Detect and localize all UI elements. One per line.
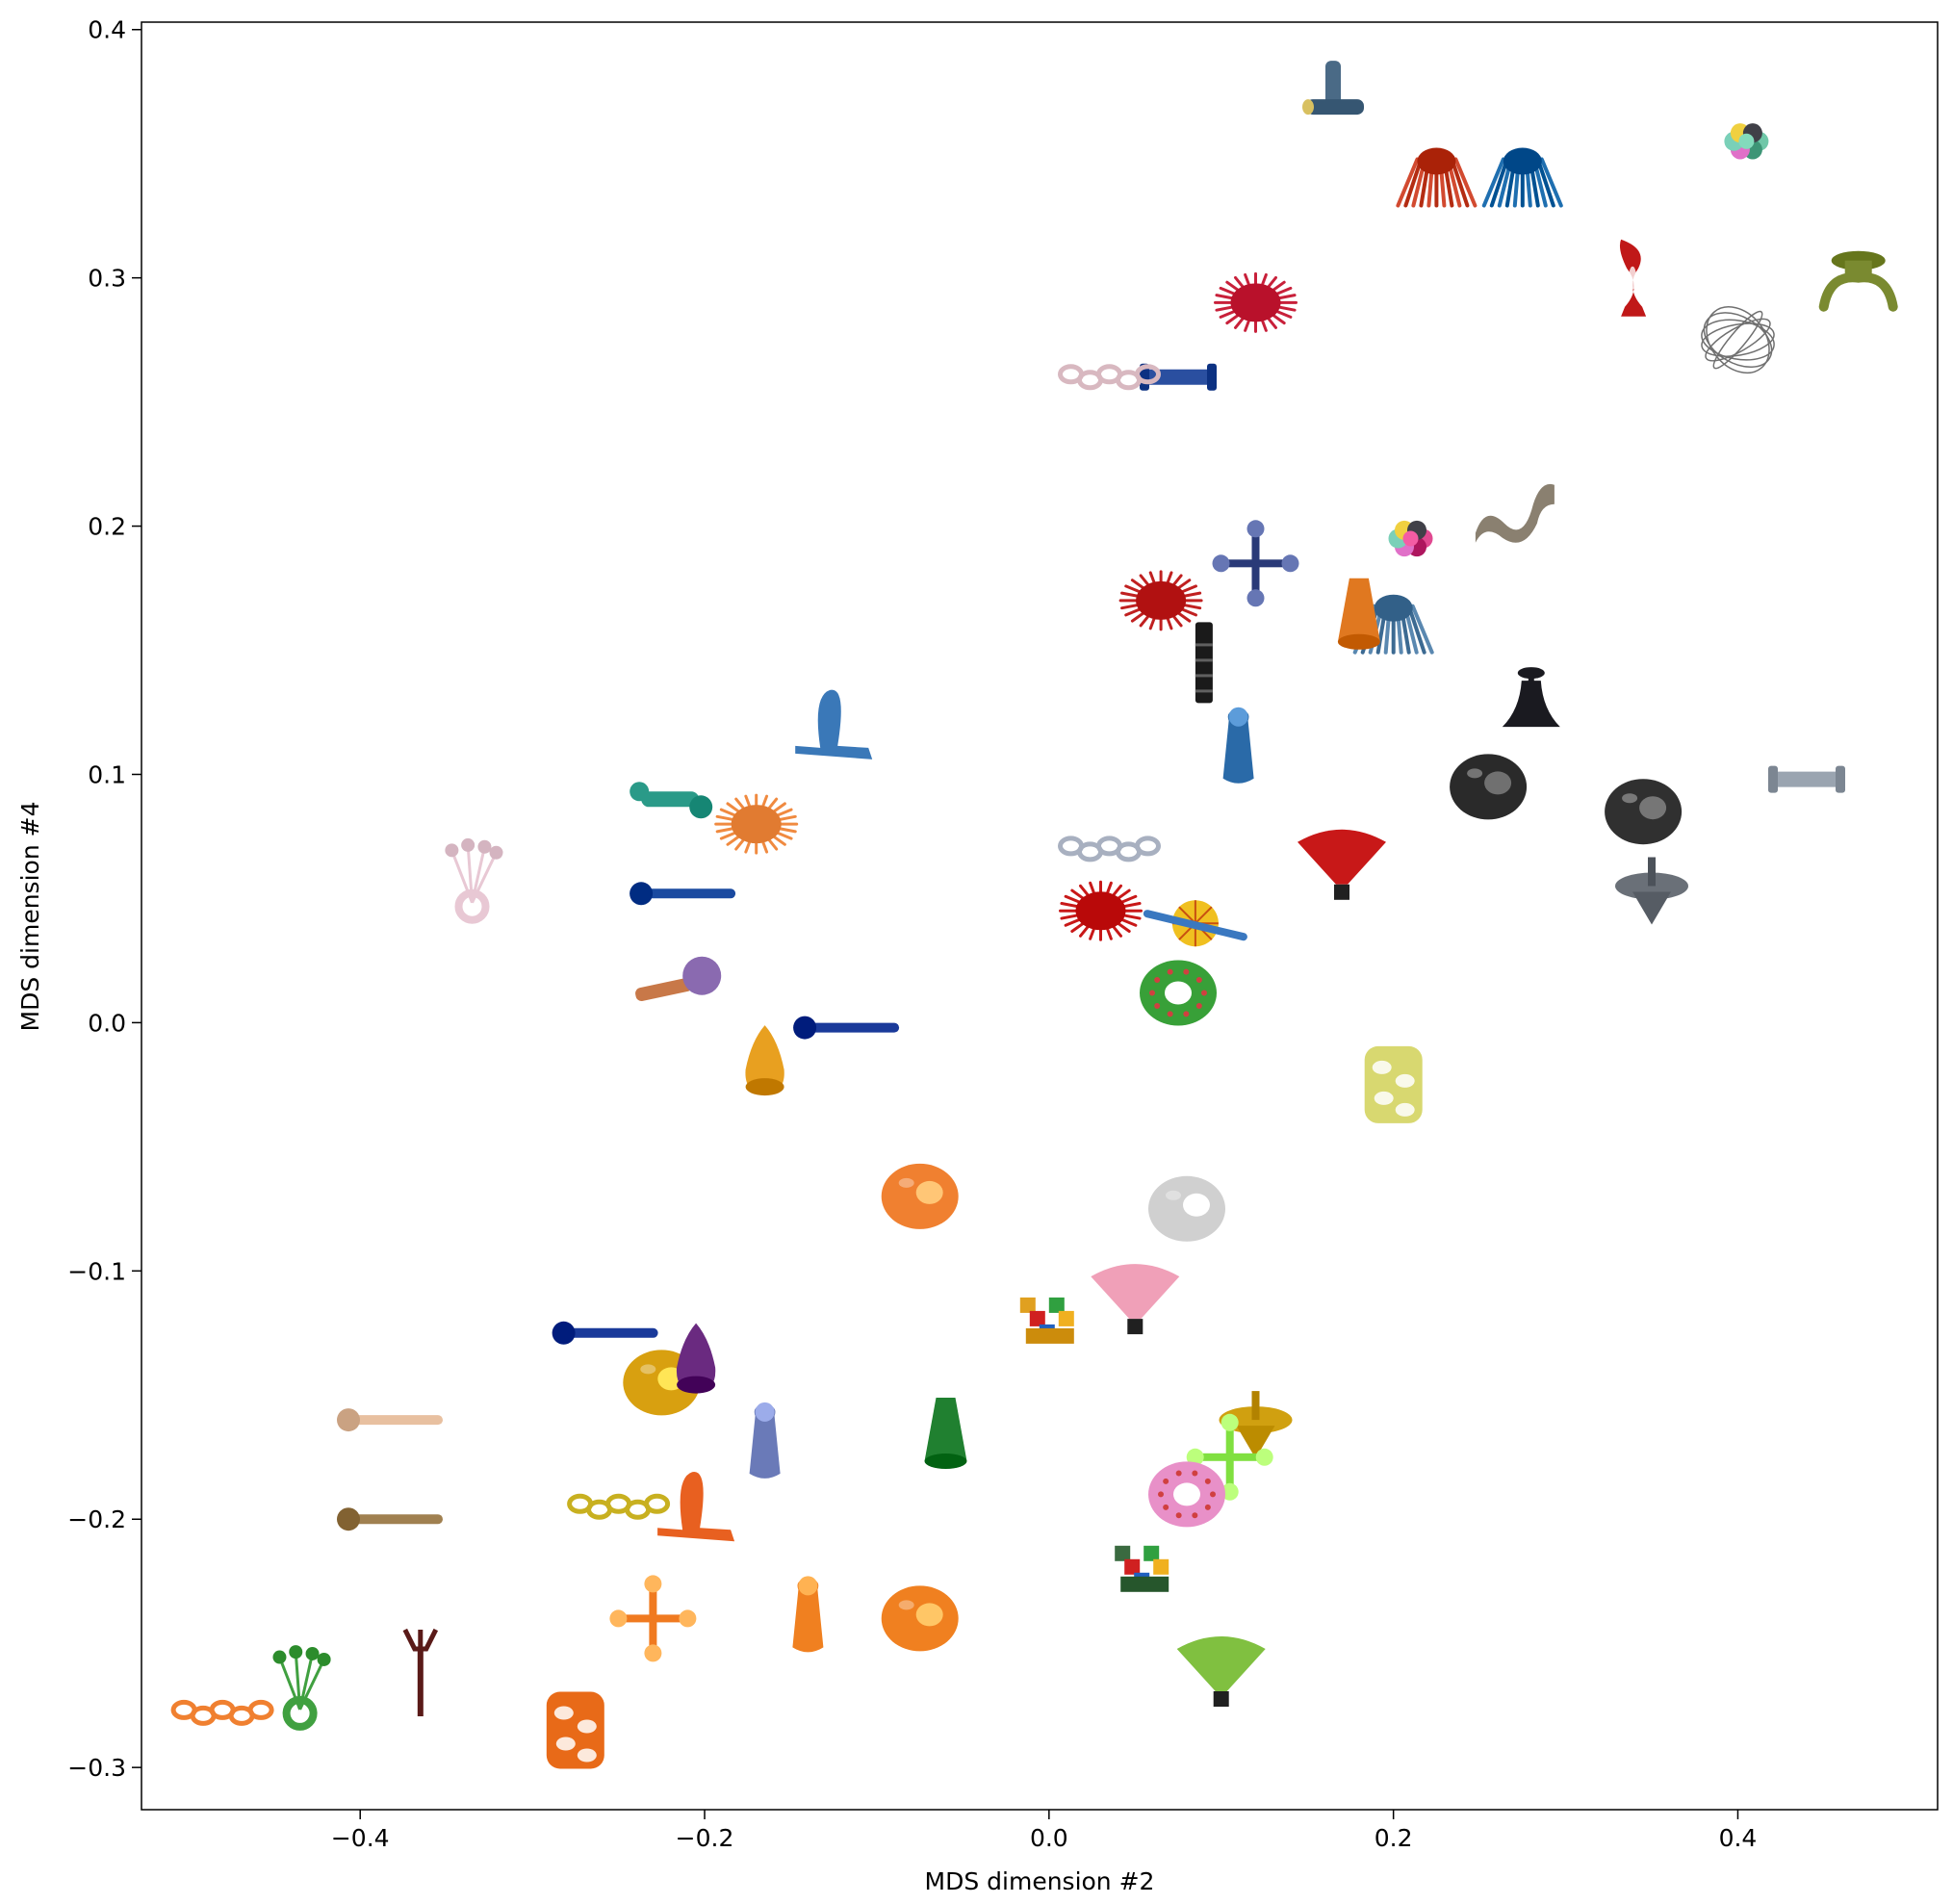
x-tick-label: 0.4 (1719, 1824, 1758, 1852)
plot-area (141, 22, 1938, 1810)
data-point-pear (745, 1025, 784, 1096)
x-tick-label: 0.0 (1030, 1824, 1068, 1852)
data-point-mop (1481, 147, 1563, 208)
y-tick-label: 0.2 (88, 513, 126, 541)
data-point-ball (881, 1163, 959, 1229)
x-tick-label: −0.4 (331, 1824, 390, 1852)
data-point-cage (1364, 1045, 1423, 1123)
y-tick-label: −0.1 (67, 1257, 126, 1285)
data-point-wave (1475, 483, 1555, 543)
data-point-chain (1058, 364, 1161, 391)
x-tick-label: 0.2 (1375, 1824, 1413, 1852)
data-point-jack (1212, 520, 1299, 607)
data-point-flower (445, 837, 503, 924)
data-point-top (1615, 857, 1688, 925)
data-point-cage (546, 1691, 604, 1769)
points-layer (170, 61, 1898, 1769)
data-point-bottle (792, 1576, 824, 1653)
data-point-fan (1176, 1636, 1266, 1707)
data-point-bone (630, 782, 713, 819)
data-point-wireball (1701, 306, 1775, 374)
data-point-donut (1140, 960, 1217, 1026)
data-point-stick (552, 1321, 658, 1345)
data-point-cone (924, 1398, 967, 1469)
data-point-blocks (1019, 1297, 1074, 1344)
data-point-ball (1450, 754, 1528, 820)
data-point-fan (1091, 1264, 1180, 1335)
data-point-rattle (635, 956, 722, 1001)
data-point-ball (1605, 779, 1683, 845)
data-point-ring (657, 1472, 735, 1542)
data-point-stick (793, 1016, 900, 1040)
x-axis-label: MDS dimension #2 (925, 1867, 1155, 1895)
data-point-chain (170, 1699, 274, 1726)
data-point-bell (1502, 667, 1560, 728)
data-point-mop (1396, 147, 1478, 208)
data-point-cone (1337, 578, 1380, 650)
data-point-fork (402, 1628, 439, 1716)
y-tick-label: −0.2 (67, 1505, 126, 1533)
data-point-spiky (714, 793, 799, 855)
data-point-blocks (1115, 1545, 1169, 1592)
data-point-donut (1148, 1461, 1225, 1528)
y-tick-label: −0.3 (67, 1754, 126, 1782)
data-point-ball (1148, 1175, 1225, 1242)
data-point-fan (1298, 829, 1386, 900)
data-point-flower (272, 1645, 331, 1731)
data-point-bottle (749, 1402, 781, 1479)
data-point-jack (609, 1575, 697, 1662)
data-point-stick (337, 1507, 443, 1531)
data-point-spiky (1214, 271, 1298, 333)
data-point-tube (1195, 622, 1213, 704)
data-point-ring (795, 689, 873, 759)
y-tick-label: 0.1 (88, 760, 126, 788)
data-point-ball (881, 1585, 959, 1652)
x-axis: −0.4 −0.2 0.0 0.2 0.4 (331, 1810, 1757, 1852)
y-axis-label: MDS dimension #4 (16, 802, 44, 1032)
y-tick-label: 0.4 (88, 16, 126, 44)
data-point-cluster (1724, 123, 1769, 160)
data-point-pear (676, 1323, 716, 1394)
data-point-wheel (1143, 900, 1247, 947)
y-tick-label: 0.3 (88, 265, 126, 293)
data-point-stick (337, 1408, 443, 1432)
data-point-spiky (1059, 880, 1143, 941)
data-point-tjoint (1302, 61, 1364, 116)
data-point-chain (1058, 836, 1161, 862)
y-tick-label: 0.0 (88, 1009, 126, 1037)
data-point-stick (630, 882, 736, 906)
data-point-vase (1619, 239, 1647, 317)
data-point-bottle (1222, 707, 1254, 784)
data-point-bar (1768, 765, 1845, 793)
plot-frame (141, 21, 1939, 1811)
y-axis: −0.3 −0.2 −0.1 0.0 0.1 0.2 0.3 0.4 (67, 16, 141, 1782)
data-point-cluster (1388, 520, 1433, 557)
x-tick-label: −0.2 (676, 1824, 734, 1852)
data-point-jack (1186, 1413, 1273, 1501)
data-point-spiky (1118, 570, 1203, 631)
data-point-spool (1818, 250, 1898, 312)
data-point-chain (567, 1493, 671, 1520)
